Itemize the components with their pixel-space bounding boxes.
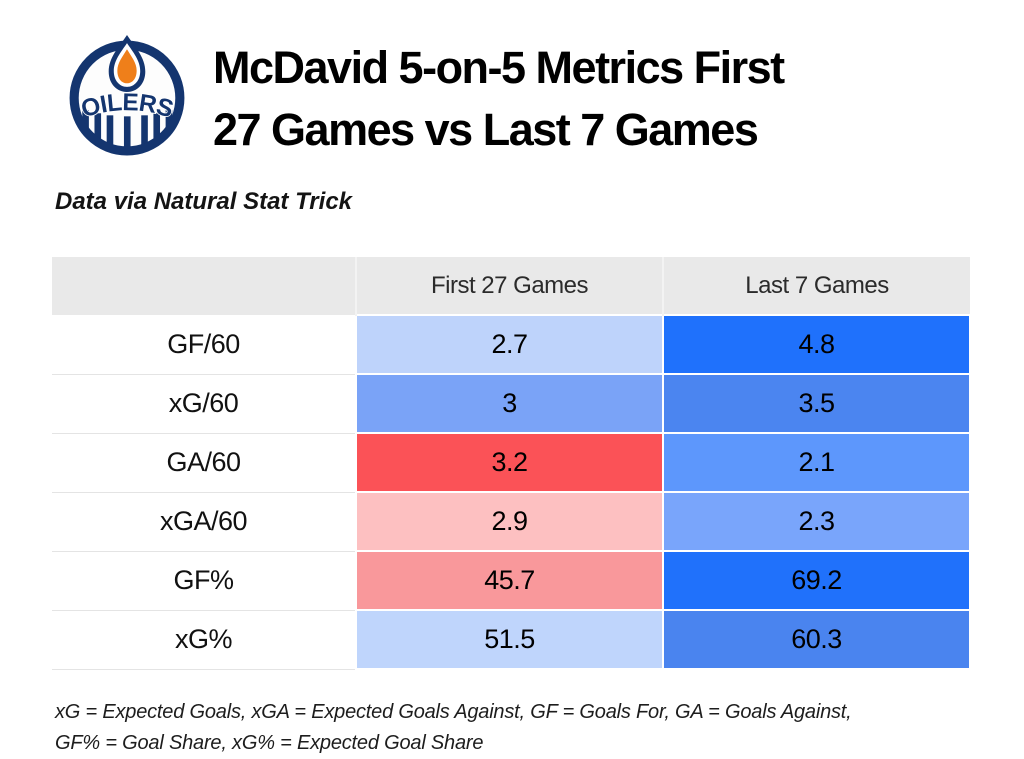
col-header-last-7-games: Last 7 Games <box>662 257 970 315</box>
svg-text:OILERS: OILERS <box>78 89 176 123</box>
cell-ga60-last: 2.1 <box>662 432 971 493</box>
metric-label: GF/60 <box>52 315 356 375</box>
cell-xgpct-last: 60.3 <box>662 609 971 670</box>
col-header-first-27-games: First 27 Games <box>355 257 663 315</box>
metrics-table: First 27 Games Last 7 Games GF/60 2.7 4.… <box>52 257 971 670</box>
metric-label: xG/60 <box>52 374 356 434</box>
table-row-ga60: GA/60 3.2 2.1 <box>52 432 971 493</box>
metric-label: xGA/60 <box>52 492 356 552</box>
footnote-line-2: GF% = Goal Share, xG% = Expected Goal Sh… <box>55 732 484 754</box>
logo-wordmark: OILERS <box>78 88 178 124</box>
cell-gfpct-last: 69.2 <box>662 550 971 611</box>
cell-xga60-last: 2.3 <box>662 491 971 552</box>
table-row-xgpct: xG% 51.5 60.3 <box>52 609 971 670</box>
header-row: OILERS McDavid 5-on-5 Metrics First 27 Ga… <box>0 0 1024 161</box>
cell-xgpct-first: 51.5 <box>355 609 664 670</box>
cell-ga60-first: 3.2 <box>355 432 664 493</box>
footnote-line-1: xG = Expected Goals, xGA = Expected Goal… <box>55 701 852 723</box>
data-source-note: Data via Natural Stat Trick <box>55 188 353 215</box>
cell-gf60-first: 2.7 <box>355 314 664 375</box>
metric-label: GA/60 <box>52 433 356 493</box>
cell-xga60-first: 2.9 <box>355 491 664 552</box>
table-row-gfpct: GF% 45.7 69.2 <box>52 550 971 611</box>
title-line-1: McDavid 5-on-5 Metrics First <box>213 42 785 93</box>
legend-footnote: xG = Expected Goals, xGA = Expected Goal… <box>55 697 1024 759</box>
metric-label: GF% <box>52 551 356 611</box>
cell-xg60-last: 3.5 <box>662 373 971 434</box>
cell-gf60-last: 4.8 <box>662 314 971 375</box>
table-header-row: First 27 Games Last 7 Games <box>52 257 970 315</box>
metric-label: xG% <box>52 610 356 670</box>
oil-drop-icon <box>117 49 137 84</box>
metric-column-header <box>52 257 356 315</box>
table-row-xga60: xGA/60 2.9 2.3 <box>52 491 971 552</box>
table-row-xg60: xG/60 3 3.5 <box>52 373 971 434</box>
title-line-2: 27 Games vs Last 7 Games <box>213 104 759 155</box>
page-title: McDavid 5-on-5 Metrics First 27 Games vs … <box>213 37 785 161</box>
table-row-gf60: GF/60 2.7 4.8 <box>52 314 971 375</box>
oilers-logo-icon: OILERS <box>66 33 188 157</box>
cell-gfpct-first: 45.7 <box>355 550 664 611</box>
cell-xg60-first: 3 <box>355 373 664 434</box>
